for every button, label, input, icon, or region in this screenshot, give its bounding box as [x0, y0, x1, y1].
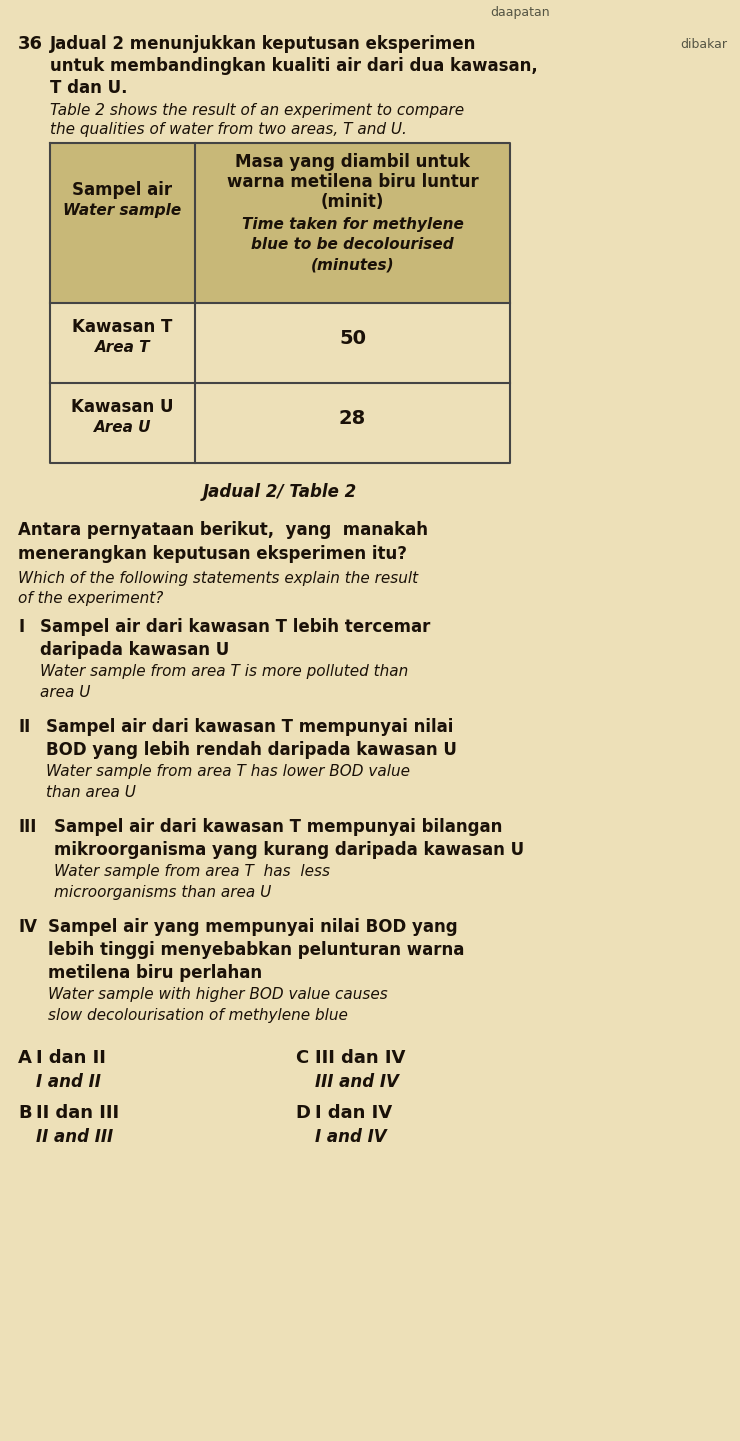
- Text: B: B: [18, 1104, 32, 1123]
- Text: Water sample with higher BOD value causes: Water sample with higher BOD value cause…: [48, 987, 388, 1001]
- Text: dibakar: dibakar: [680, 37, 727, 50]
- Text: Sampel air dari kawasan T mempunyai nilai: Sampel air dari kawasan T mempunyai nila…: [46, 718, 454, 736]
- Text: (minit): (minit): [321, 193, 384, 210]
- Text: (minutes): (minutes): [311, 256, 394, 272]
- Text: menerangkan keputusan eksperimen itu?: menerangkan keputusan eksperimen itu?: [18, 545, 407, 563]
- Text: Masa yang diambil untuk: Masa yang diambil untuk: [235, 153, 470, 171]
- Text: blue to be decolourised: blue to be decolourised: [251, 236, 454, 252]
- Text: Area T: Area T: [95, 340, 150, 354]
- Text: I: I: [18, 618, 24, 635]
- Text: than area U: than area U: [46, 785, 136, 800]
- Text: Area U: Area U: [94, 419, 151, 435]
- Text: D: D: [295, 1104, 310, 1123]
- Text: III and IV: III and IV: [315, 1074, 399, 1091]
- Text: BOD yang lebih rendah daripada kawasan U: BOD yang lebih rendah daripada kawasan U: [46, 741, 457, 759]
- Text: Water sample from area T is more polluted than: Water sample from area T is more pollute…: [40, 664, 408, 679]
- Text: II dan III: II dan III: [36, 1104, 119, 1123]
- Text: Water sample from area T has lower BOD value: Water sample from area T has lower BOD v…: [46, 764, 410, 780]
- Text: II: II: [18, 718, 30, 736]
- Text: slow decolourisation of methylene blue: slow decolourisation of methylene blue: [48, 1009, 348, 1023]
- Text: I and IV: I and IV: [315, 1128, 386, 1146]
- Text: 36: 36: [18, 35, 43, 53]
- Text: the qualities of water from two areas, T and U.: the qualities of water from two areas, T…: [50, 122, 407, 137]
- Text: Sampel air yang mempunyai nilai BOD yang: Sampel air yang mempunyai nilai BOD yang: [48, 918, 457, 937]
- Text: Sampel air: Sampel air: [73, 182, 172, 199]
- Text: Which of the following statements explain the result: Which of the following statements explai…: [18, 571, 418, 586]
- Text: A: A: [18, 1049, 32, 1066]
- Text: III dan IV: III dan IV: [315, 1049, 406, 1066]
- Text: 50: 50: [339, 329, 366, 347]
- Text: warna metilena biru luntur: warna metilena biru luntur: [226, 173, 478, 192]
- Text: daripada kawasan U: daripada kawasan U: [40, 641, 229, 659]
- Text: Sampel air dari kawasan T mempunyai bilangan: Sampel air dari kawasan T mempunyai bila…: [54, 818, 502, 836]
- Text: Sampel air dari kawasan T lebih tercemar: Sampel air dari kawasan T lebih tercemar: [40, 618, 431, 635]
- Text: metilena biru perlahan: metilena biru perlahan: [48, 964, 262, 981]
- Text: lebih tinggi menyebabkan pelunturan warna: lebih tinggi menyebabkan pelunturan warn…: [48, 941, 465, 960]
- Text: microorganisms than area U: microorganisms than area U: [54, 885, 272, 901]
- Text: Jadual 2/ Table 2: Jadual 2/ Table 2: [203, 483, 357, 501]
- Text: mikroorganisma yang kurang daripada kawasan U: mikroorganisma yang kurang daripada kawa…: [54, 842, 524, 859]
- Text: Antara pernyataan berikut,  yang  manakah: Antara pernyataan berikut, yang manakah: [18, 522, 428, 539]
- Text: of the experiment?: of the experiment?: [18, 591, 164, 607]
- Text: C: C: [295, 1049, 309, 1066]
- Text: area U: area U: [40, 684, 90, 700]
- Text: Table 2 shows the result of an experiment to compare: Table 2 shows the result of an experimen…: [50, 102, 464, 118]
- Text: 28: 28: [339, 409, 366, 428]
- Text: Time taken for methylene: Time taken for methylene: [241, 218, 463, 232]
- Text: untuk membandingkan kualiti air dari dua kawasan,: untuk membandingkan kualiti air dari dua…: [50, 58, 538, 75]
- Text: III: III: [18, 818, 36, 836]
- Text: daapatan: daapatan: [490, 6, 550, 19]
- Text: IV: IV: [18, 918, 37, 937]
- Text: Kawasan T: Kawasan T: [73, 318, 172, 336]
- Text: T dan U.: T dan U.: [50, 79, 127, 97]
- Text: Jadual 2 menunjukkan keputusan eksperimen: Jadual 2 menunjukkan keputusan eksperime…: [50, 35, 477, 53]
- Text: Kawasan U: Kawasan U: [71, 398, 174, 416]
- Text: Water sample: Water sample: [64, 203, 181, 218]
- Text: I dan IV: I dan IV: [315, 1104, 392, 1123]
- Text: I dan II: I dan II: [36, 1049, 106, 1066]
- Bar: [50, 143, 510, 303]
- Text: I and II: I and II: [36, 1074, 101, 1091]
- Text: Water sample from area T  has  less: Water sample from area T has less: [54, 865, 330, 879]
- Text: II and III: II and III: [36, 1128, 113, 1146]
